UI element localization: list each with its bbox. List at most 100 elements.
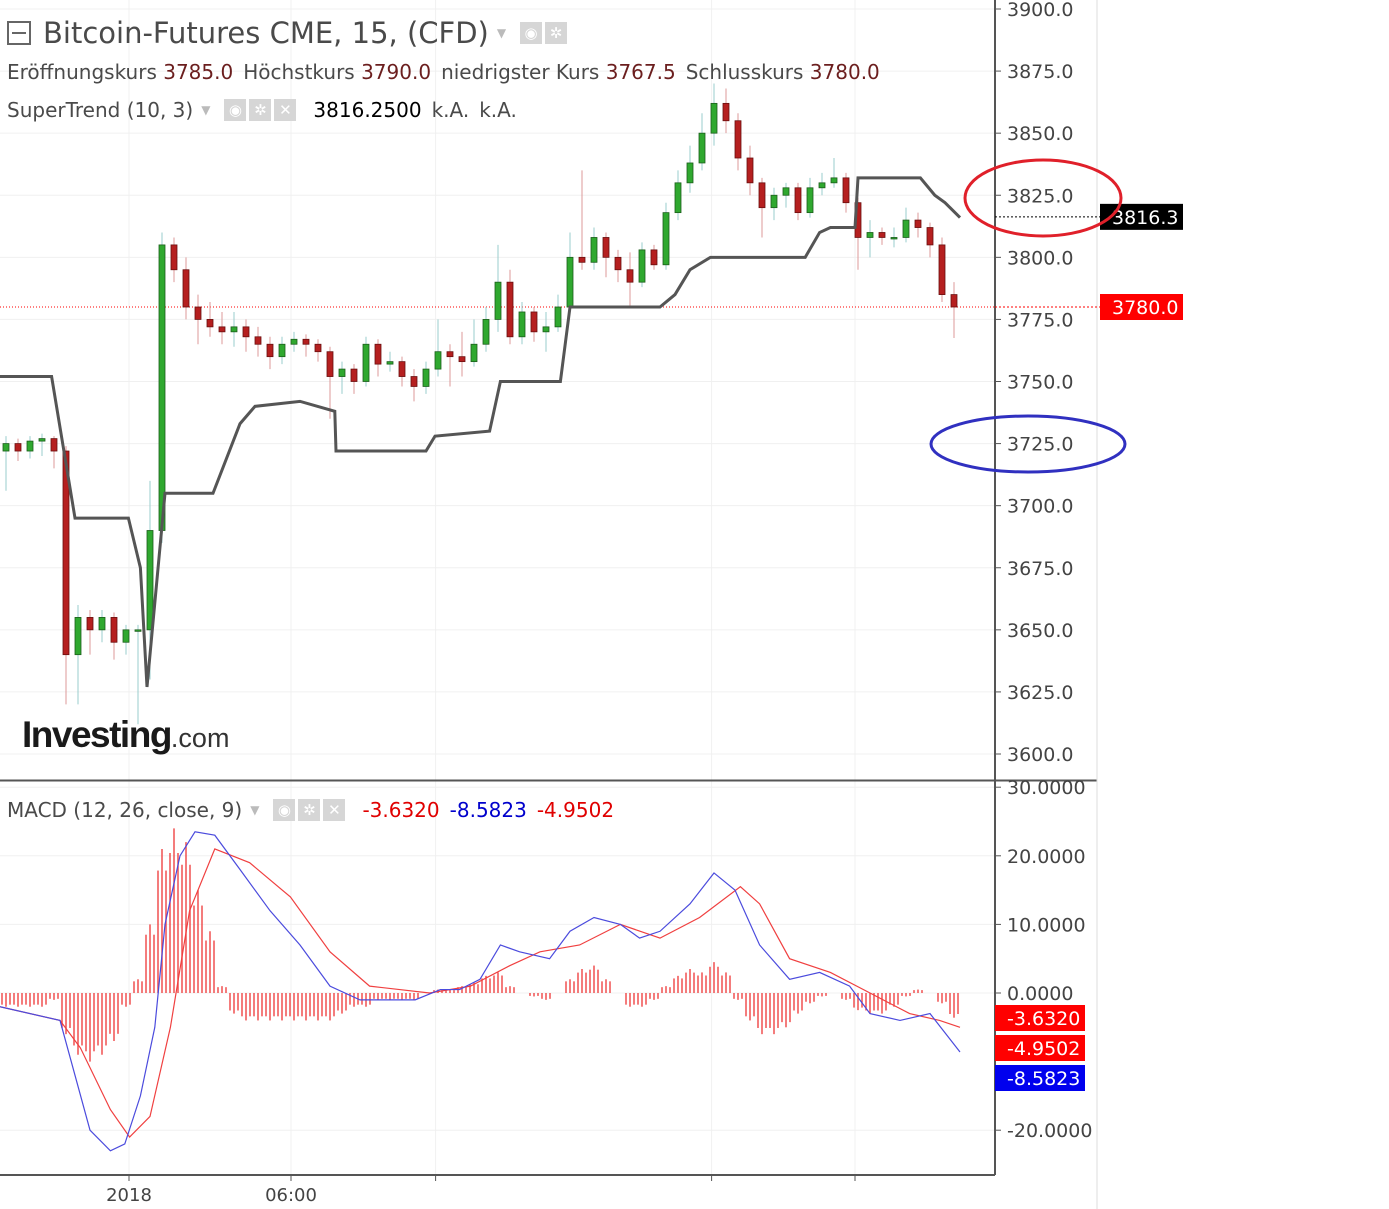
macd-value-2: -8.5823 <box>449 798 527 822</box>
candle-body <box>242 326 250 338</box>
candle-body <box>794 187 802 214</box>
close-icon[interactable]: ✕ <box>274 99 297 121</box>
candle-body <box>950 294 958 308</box>
candle-body <box>230 326 238 333</box>
candle <box>626 252 634 307</box>
eye-icon[interactable]: ◉ <box>224 99 247 121</box>
candle <box>194 294 202 345</box>
macd-value-label-bg <box>995 1065 1085 1091</box>
candle-body <box>758 182 766 209</box>
candle <box>254 326 262 357</box>
candle <box>350 364 358 394</box>
candle <box>386 351 394 372</box>
candle <box>794 182 802 221</box>
chart-title: Bitcoin-Futures CME, 15, (CFD) <box>43 16 489 50</box>
candle-body <box>122 629 130 643</box>
gear-icon[interactable]: ✲ <box>545 22 568 44</box>
candle <box>722 88 730 134</box>
candle-body <box>386 361 394 365</box>
ohlc-close-label: Schlusskurs <box>685 60 804 84</box>
x-tick-label: 06:00 <box>265 1185 317 1206</box>
ohlc-open-value: 3785.0 <box>163 60 234 84</box>
candle <box>182 257 190 320</box>
x-tick-label: 2018 <box>106 1185 152 1206</box>
candle <box>122 624 130 655</box>
candle-body <box>806 187 814 214</box>
candle-body <box>698 132 706 164</box>
candle-body <box>878 232 886 238</box>
price-tick-label: 3700.0 <box>1007 496 1073 518</box>
price-tick-label: 3875.0 <box>1007 61 1073 83</box>
candle-body <box>902 219 910 238</box>
candle-body <box>482 319 490 345</box>
candle <box>830 158 838 188</box>
macd-value-label-bg <box>995 1005 1085 1031</box>
candle-body <box>206 319 214 328</box>
candle-body <box>170 244 178 271</box>
gear-icon[interactable]: ✲ <box>249 99 272 121</box>
supertrend-legend: SuperTrend (10, 3) ▼ ◉ ✲ ✕ 3816.2500 k.A. … <box>7 98 517 122</box>
candle-body <box>302 338 310 345</box>
candle-body <box>98 617 106 631</box>
candle-body <box>446 351 454 358</box>
candle-body <box>602 237 610 258</box>
collapse-icon[interactable] <box>7 21 31 45</box>
eye-icon[interactable]: ◉ <box>520 22 543 44</box>
candle <box>938 237 946 303</box>
candle-body <box>842 177 850 204</box>
candle-body <box>290 338 298 345</box>
candle-body <box>134 629 142 632</box>
symbol-legend: Bitcoin-Futures CME, 15, (CFD) ▼ ◉ ✲ <box>7 16 570 50</box>
candle <box>326 346 334 419</box>
price-tick-label: 3725.0 <box>1007 434 1073 456</box>
candle <box>710 83 718 146</box>
annotation-ellipse-red <box>963 158 1123 238</box>
candle-body <box>62 450 70 656</box>
candle <box>206 302 214 337</box>
close-icon[interactable]: ✕ <box>323 799 346 821</box>
candle-body <box>194 306 202 320</box>
candle-body <box>866 232 874 238</box>
candle <box>674 170 682 221</box>
candle <box>422 361 430 394</box>
eye-icon[interactable]: ◉ <box>273 799 296 821</box>
candle <box>338 361 346 394</box>
supertrend-value-2: k.A. <box>431 98 470 122</box>
ohlc-low-value: 3767.5 <box>605 60 676 84</box>
candle-body <box>782 187 790 196</box>
candle-body <box>626 269 634 283</box>
last-price-label-bg <box>1100 294 1183 320</box>
candle <box>590 227 598 270</box>
candle-body <box>662 212 670 266</box>
candle-body <box>2 443 10 452</box>
macd-tick-label: 10.0000 <box>1007 914 1086 936</box>
price-tick-label: 3750.0 <box>1007 372 1073 394</box>
candle <box>86 609 94 655</box>
dropdown-caret-icon[interactable]: ▼ <box>201 103 211 117</box>
candle-body <box>182 269 190 308</box>
supertrend-price-label-bg <box>1100 203 1183 230</box>
macd-value-label: -4.9502 <box>1007 1038 1080 1060</box>
candle <box>914 212 922 238</box>
candle <box>698 113 706 171</box>
candle-body <box>686 162 694 184</box>
candle <box>818 172 826 196</box>
candle-body <box>926 227 934 246</box>
candle <box>566 232 574 312</box>
candle-body <box>218 326 226 333</box>
gear-icon[interactable]: ✲ <box>298 799 321 821</box>
candle-body <box>422 368 430 387</box>
ohlc-open-label: Eröffnungskurs <box>7 60 157 84</box>
candle <box>650 244 658 270</box>
candle-body <box>14 443 22 452</box>
dropdown-caret-icon[interactable]: ▼ <box>496 26 507 40</box>
dropdown-caret-icon[interactable]: ▼ <box>250 803 260 817</box>
macd-value-label-bg <box>995 1035 1085 1061</box>
candle <box>530 307 538 342</box>
candle <box>278 336 286 365</box>
candle-body <box>74 617 82 656</box>
supertrend-line <box>0 176 962 688</box>
candle <box>302 334 310 357</box>
candle <box>494 244 502 332</box>
